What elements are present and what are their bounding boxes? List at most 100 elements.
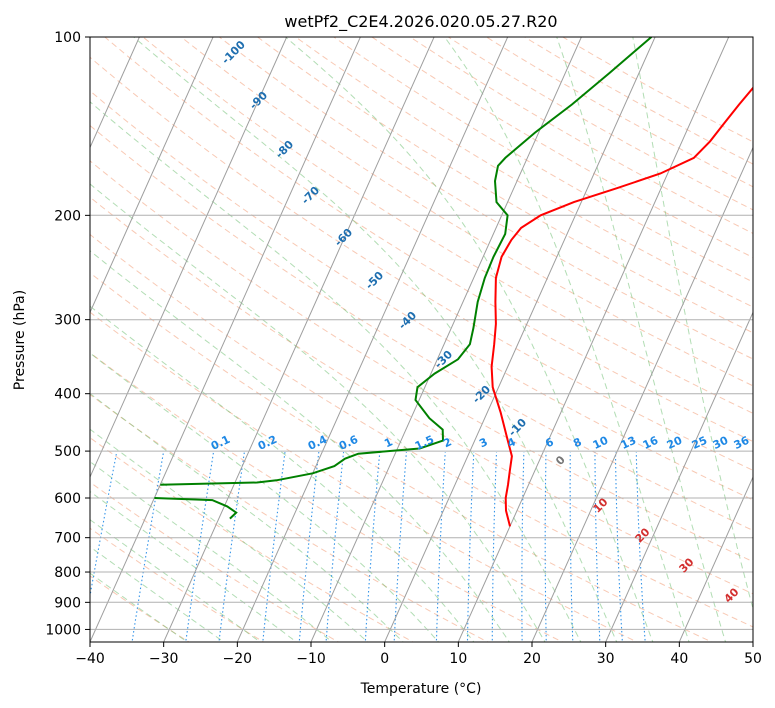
adiabat-labels: -100-90-80-70-60-50-40-30-20-10010203040… <box>209 38 752 606</box>
dry-adiabat-line <box>294 37 753 308</box>
dry-adiabat-label: -60 <box>332 226 355 249</box>
dewpoint-line <box>154 37 653 520</box>
isotherm-line <box>90 37 361 642</box>
y-tick-label: 500 <box>54 444 81 460</box>
dry-adiabat-label: -100 <box>219 38 248 67</box>
dry-adiabat-line <box>142 37 753 414</box>
mixing-ratio-line <box>466 452 475 642</box>
moist-adiabat-line <box>285 37 654 642</box>
isotherm-line <box>90 37 288 479</box>
moist-adiabat-line <box>90 392 404 642</box>
x-tick-label: −40 <box>75 651 105 667</box>
mixing-ratio-label: 8 <box>571 435 583 450</box>
dry-adiabat-label: -80 <box>273 138 296 161</box>
dry-adiabat-line <box>90 233 753 628</box>
dry-adiabat-line <box>90 393 489 642</box>
isotherm-line <box>384 37 656 642</box>
mixing-ratio-label: 36 <box>732 434 752 452</box>
y-tick-label: 600 <box>54 491 81 507</box>
dry-adiabat-line <box>90 437 415 642</box>
x-axis-label: Temperature (°C) <box>360 681 482 697</box>
dry-adiabat-line <box>90 160 753 563</box>
dry-adiabat-label: -70 <box>299 184 322 207</box>
grid-lines <box>0 24 753 645</box>
isotherm-line <box>531 146 753 642</box>
mixing-ratio-line <box>90 451 118 599</box>
moist-adiabat-line <box>632 37 753 611</box>
mixing-ratio-label: 0.1 <box>209 433 232 453</box>
dry-adiabat-line <box>561 37 753 143</box>
moist-adiabat-line <box>556 37 727 642</box>
mixing-ratio-label: 1 <box>382 435 394 450</box>
mixing-ratio-label: 20 <box>665 434 685 452</box>
mixing-ratio-label: 1.5 <box>413 433 436 453</box>
dry-adiabat-line <box>90 90 753 501</box>
mixing-ratio-label: 0.2 <box>256 433 279 453</box>
mixing-ratio-label: 3 <box>477 435 489 450</box>
temperature-line <box>490 86 753 527</box>
dry-adiabat-line <box>104 37 753 443</box>
isotherm-line <box>236 37 509 642</box>
isotherm-line <box>163 37 435 642</box>
isotherm-line <box>457 37 730 642</box>
mixing-ratio-label: 13 <box>619 434 638 452</box>
moist-adiabat-line <box>90 490 298 642</box>
moist-adiabat-line <box>133 37 618 642</box>
y-tick-label: 100 <box>54 30 81 46</box>
axis-ticks: −40 −30 −20 −10 0 10 20 30 40 5010020030040050060… <box>45 30 762 667</box>
y-tick-label: 400 <box>54 387 81 403</box>
y-tick-label: 200 <box>54 208 81 224</box>
x-tick-label: −10 <box>296 651 326 667</box>
x-tick-label: 40 <box>670 651 688 667</box>
plot-frame <box>89 36 754 643</box>
dry-adiabat-line <box>90 311 639 642</box>
chart-title: wetPf2_C2E4.2026.020.05.27.R20 <box>284 12 557 32</box>
moist-adiabat-line <box>90 352 440 642</box>
moist-adiabat-line <box>90 305 475 642</box>
x-tick-label: 0 <box>380 651 389 667</box>
y-tick-label: 300 <box>54 313 81 329</box>
moist-adiabat-line <box>90 546 225 642</box>
moist-adiabat-line <box>90 461 333 642</box>
mixing-ratio-line <box>435 452 446 642</box>
mixing-ratio-label: 25 <box>690 434 709 452</box>
isotherm-line <box>752 640 753 642</box>
moist-adiabat-line <box>444 37 690 642</box>
y-tick-label: 800 <box>54 565 81 581</box>
dry-adiabat-label: -90 <box>247 89 270 112</box>
x-tick-label: 20 <box>523 651 541 667</box>
mixing-ratio-line <box>544 452 547 642</box>
mixing-ratio-line <box>364 452 381 642</box>
profile-lines <box>154 37 753 527</box>
background-lines <box>90 37 753 642</box>
moist-adiabat-line <box>90 572 189 642</box>
dry-adiabat-line <box>90 352 564 642</box>
dry-adiabat-line <box>371 37 753 259</box>
mixing-ratio-line <box>569 452 574 642</box>
mixing-ratio-line <box>393 452 407 642</box>
x-tick-label: −30 <box>149 651 179 667</box>
isotherm-line <box>90 37 214 314</box>
dry-adiabat-line <box>332 37 753 283</box>
y-axis-label: Pressure (hPa) <box>12 290 28 390</box>
dry-adiabat-line <box>218 37 753 360</box>
mixing-ratio-line <box>635 452 646 642</box>
dry-adiabat-line <box>90 481 340 642</box>
mixing-ratio-line <box>298 452 320 642</box>
mixing-ratio-line <box>218 452 245 642</box>
mixing-ratio-line <box>614 452 623 642</box>
dry-adiabat-line <box>90 56 753 471</box>
y-tick-label: 700 <box>54 531 81 547</box>
moist-adiabat-line <box>90 250 511 642</box>
x-tick-label: 30 <box>597 651 615 667</box>
mixing-ratio-line <box>594 452 601 642</box>
isotherm-line <box>605 311 753 642</box>
dry-adiabat-line <box>256 37 753 334</box>
dry-adiabat-label: -30 <box>432 348 455 371</box>
moist-adiabat-line <box>90 183 546 642</box>
y-tick-label: 1000 <box>45 622 81 638</box>
isotherm-line <box>0 24 72 645</box>
mixing-ratio-label: 16 <box>641 434 661 452</box>
dry-adiabat-line <box>447 37 753 211</box>
moist-adiabat-line <box>90 519 262 642</box>
